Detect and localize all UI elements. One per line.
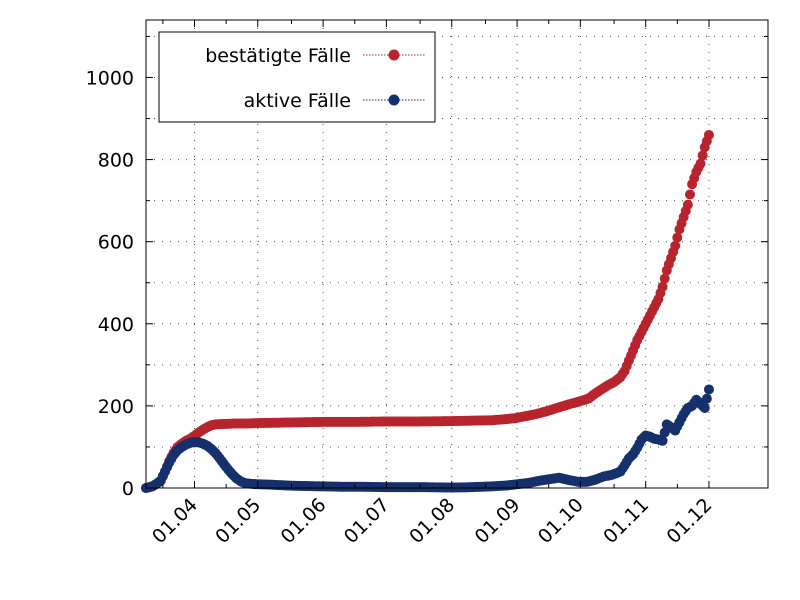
data-point: [684, 189, 695, 200]
legend-box: [158, 31, 436, 123]
data-point: [701, 393, 712, 404]
data-point: [699, 402, 710, 413]
data-point: [682, 199, 693, 210]
y-tick-label: 600: [98, 232, 134, 254]
data-point: [703, 129, 714, 140]
data-point: [703, 384, 714, 395]
y-tick-label: 800: [98, 150, 134, 172]
data-point: [695, 158, 706, 169]
y-tick-label: 400: [98, 314, 134, 336]
data-point: [697, 150, 708, 161]
legend-marker-confirmed: [388, 49, 400, 61]
y-tick-label: 200: [98, 396, 134, 418]
data-point: [670, 240, 681, 251]
data-point: [659, 273, 670, 284]
legend-label-confirmed: bestätigte Fälle: [205, 45, 351, 67]
y-tick-label: 1000: [86, 67, 134, 89]
y-tick-label: 0: [122, 478, 134, 500]
series: [141, 129, 714, 493]
legend-label-active: aktive Fälle: [244, 90, 351, 112]
data-point: [657, 435, 668, 446]
legend: bestätigte Fälle aktive Fälle: [158, 31, 436, 123]
data-point: [657, 281, 668, 292]
legend-marker-active: [388, 94, 400, 106]
data-point: [672, 232, 683, 243]
plot-frame: [145, 19, 769, 489]
